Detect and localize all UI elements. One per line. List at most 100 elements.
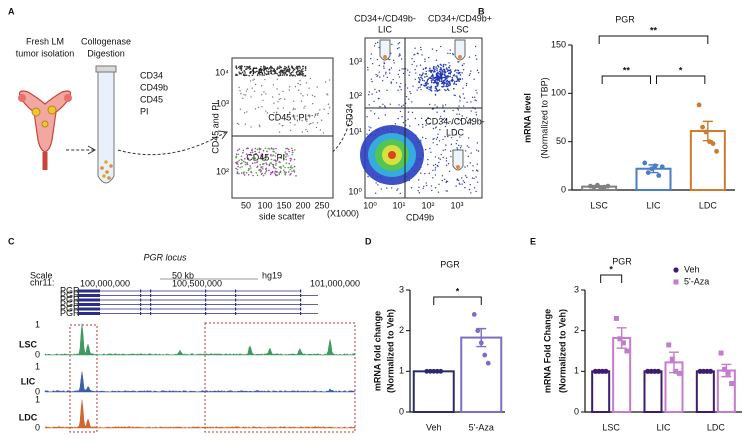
- event-dot: [251, 162, 254, 165]
- event-dot: [235, 167, 237, 170]
- event-dot: [414, 47, 416, 49]
- event-dot: [276, 174, 279, 176]
- event-dot: [441, 70, 444, 72]
- event-dot: [249, 167, 252, 169]
- event-dot: [444, 149, 447, 151]
- y-tick-label: 0: [561, 184, 566, 194]
- event-dot: [254, 161, 256, 164]
- event-dot: [314, 113, 317, 115]
- event-dot: [434, 76, 437, 79]
- event-dot: [438, 70, 441, 73]
- event-dot: [322, 132, 325, 134]
- event-dot: [454, 75, 456, 77]
- event-dot: [468, 74, 471, 77]
- event-dot: [256, 148, 259, 151]
- event-dot: [454, 70, 456, 72]
- event-dot: [392, 59, 395, 62]
- event-dot: [291, 149, 294, 152]
- event-dot: [240, 93, 242, 95]
- event-dot: [437, 79, 439, 81]
- event-dot: [241, 162, 243, 164]
- event-dot: [239, 90, 241, 92]
- event-dot: [304, 75, 306, 77]
- tube-icon: [379, 39, 391, 61]
- gate-label: CD45⁺;PI⁺: [268, 112, 312, 122]
- data-point: [485, 360, 491, 366]
- event-dot: [447, 80, 450, 83]
- event-dot: [280, 165, 282, 168]
- event-dot: [367, 94, 370, 96]
- event-dot: [289, 159, 292, 162]
- event-dot: [415, 72, 417, 74]
- event-dot: [398, 55, 400, 57]
- event-dot: [265, 70, 268, 72]
- event-dot: [265, 169, 268, 172]
- event-dot: [310, 122, 312, 125]
- event-dot: [292, 69, 295, 72]
- event-dot: [375, 73, 377, 76]
- event-dot: [262, 99, 264, 101]
- event-dot: [449, 75, 451, 78]
- event-dot: [427, 86, 429, 88]
- event-dot: [251, 157, 254, 159]
- event-dot: [420, 172, 422, 174]
- event-dot: [293, 165, 296, 168]
- event-dot: [449, 73, 452, 75]
- y-tick-label: 0: [399, 406, 404, 416]
- event-dot: [410, 92, 412, 95]
- event-dot: [443, 71, 446, 73]
- event-dot: [245, 65, 248, 68]
- event-dot: [283, 154, 285, 157]
- event-dot: [240, 69, 243, 71]
- event-dot: [282, 165, 285, 167]
- event-dot: [449, 49, 451, 51]
- event-dot: [435, 82, 438, 85]
- y-tick-label: 10³: [349, 56, 362, 66]
- event-dot: [459, 78, 462, 81]
- event-dot: [471, 177, 474, 179]
- event-dot: [449, 150, 452, 152]
- event-dot: [464, 175, 467, 177]
- event-dot: [327, 94, 329, 96]
- event-dot: [432, 76, 434, 78]
- x-tick-label: 100: [257, 200, 272, 210]
- event-dot: [449, 69, 452, 71]
- event-dot: [470, 119, 472, 121]
- data-point: [666, 342, 672, 348]
- event-dot: [270, 162, 273, 164]
- arrow-head: [217, 130, 228, 140]
- event-dot: [282, 169, 285, 171]
- event-dot: [435, 66, 437, 68]
- event-dot: [472, 165, 474, 167]
- event-dot: [380, 188, 382, 190]
- event-dot: [287, 166, 290, 169]
- event-dot: [298, 73, 300, 76]
- event-dot: [465, 117, 468, 119]
- event-dot: [285, 147, 287, 150]
- event-dot: [449, 71, 452, 73]
- event-dot: [400, 105, 403, 107]
- event-dot: [298, 65, 301, 68]
- event-dot: [457, 78, 460, 81]
- event-dot: [251, 87, 253, 89]
- data-point: [624, 348, 630, 354]
- event-dot: [425, 73, 428, 75]
- event-dot: [299, 83, 302, 86]
- event-dot: [284, 72, 286, 75]
- event-dot: [477, 170, 479, 172]
- event-dot: [475, 58, 478, 60]
- event-dot: [300, 100, 303, 102]
- event-dot: [252, 72, 255, 75]
- event-dot: [408, 98, 410, 100]
- event-dot: [304, 105, 306, 108]
- event-dot: [272, 84, 275, 86]
- event-dot: [448, 62, 450, 64]
- event-dot: [241, 166, 243, 168]
- event-dot: [412, 85, 414, 87]
- data-point: [669, 356, 675, 362]
- y-tick-label: 1: [574, 366, 579, 376]
- event-dot: [246, 163, 249, 166]
- event-dot: [285, 66, 288, 69]
- event-dot: [447, 122, 450, 125]
- event-dot: [435, 49, 438, 52]
